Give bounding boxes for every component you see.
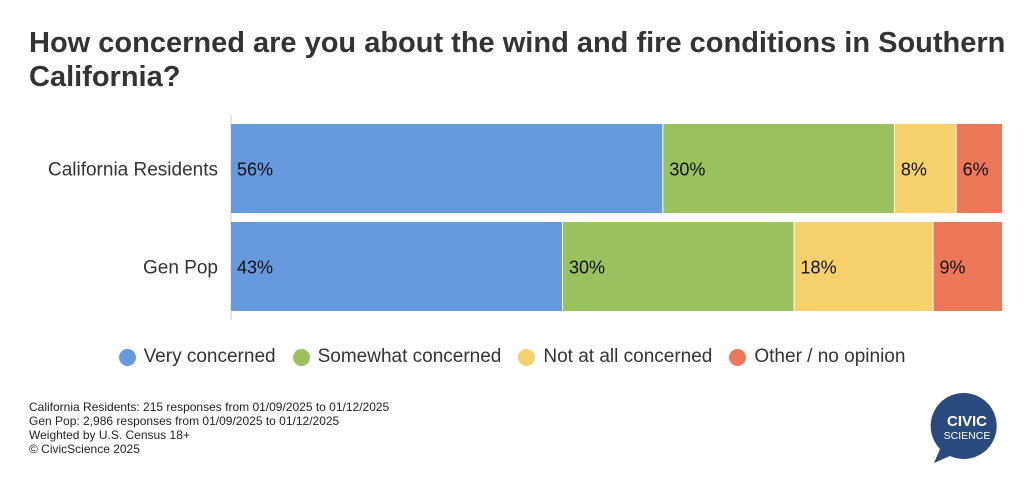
data-label: 8% <box>901 160 927 180</box>
footnote-line: Weighted by U.S. Census 18+ <box>29 428 190 442</box>
legend-label: Not at all concerned <box>543 346 713 367</box>
bar-segment <box>231 222 562 311</box>
civicscience-logo: CIVIC SCIENCE <box>930 392 997 463</box>
legend-label: Other / no opinion <box>754 346 906 367</box>
category-label: California Residents <box>48 160 218 181</box>
legend-item: Somewhat concerned <box>292 346 502 368</box>
logo-bubble <box>930 392 997 463</box>
bar-segment <box>894 124 956 213</box>
bar-segment <box>933 222 1002 311</box>
data-label: 9% <box>940 258 966 278</box>
footnotes: California Residents: 215 responses from… <box>29 400 389 456</box>
chart-legend: Very concerned Somewhat concerned Not at a… <box>0 346 1024 368</box>
legend-label: Very concerned <box>143 346 276 367</box>
data-label: 6% <box>963 160 989 180</box>
legend-swatch <box>729 348 747 366</box>
footnote-line: © CivicScience 2025 <box>29 442 140 456</box>
legend-label: Somewhat concerned <box>317 346 502 367</box>
data-label: 56% <box>237 160 273 180</box>
logo-word-civic: CIVIC <box>947 413 987 430</box>
chart-title: How concerned are you about the wind and… <box>29 27 1006 93</box>
legend-item: Not at all concerned <box>518 346 712 368</box>
legend-item: Very concerned <box>118 346 276 368</box>
data-label: 30% <box>569 258 605 278</box>
bar-segment <box>663 124 894 213</box>
logo-word-science: SCIENCE <box>944 430 991 442</box>
legend-swatch <box>518 348 536 366</box>
bar-segment <box>562 222 794 311</box>
data-label: 18% <box>801 258 837 278</box>
category-label: Gen Pop <box>143 258 218 279</box>
legend-item: Other / no opinion <box>729 346 905 368</box>
footnote-line: California Residents: 215 responses from… <box>29 400 390 414</box>
bar-segment <box>956 124 1002 213</box>
footnote-line: Gen Pop: 2,986 responses from 01/09/2025… <box>29 414 340 428</box>
legend-swatch <box>292 348 310 366</box>
data-label: 43% <box>237 258 273 278</box>
bar-segment <box>231 124 663 213</box>
bar-segment <box>794 222 933 311</box>
data-label: 30% <box>669 160 705 180</box>
legend-swatch <box>118 348 136 366</box>
